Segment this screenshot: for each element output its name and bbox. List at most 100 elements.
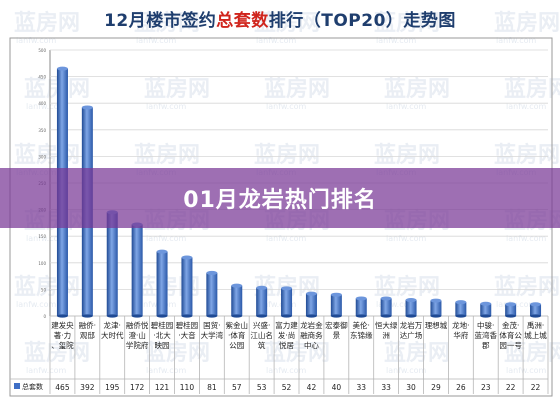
category-label-line: 景 [333, 331, 341, 340]
category-label-line: 碧桂园 [176, 320, 199, 330]
watermark-brand: 蓝房网 [14, 142, 80, 168]
bar-base [56, 314, 68, 318]
bar [455, 302, 467, 316]
category-label: 理想城 [425, 320, 448, 330]
category-label-line: 中心 [304, 340, 319, 350]
bar-cap [330, 292, 342, 297]
watermark-url: lanfw.com [386, 234, 427, 243]
y-tick-label: 0 [43, 314, 46, 319]
watermark-brand: 蓝房网 [504, 340, 560, 366]
category-label: 融侨悦澄·山学院府 [126, 320, 149, 350]
bar [305, 293, 317, 316]
watermark-url: lanfw.com [26, 234, 67, 243]
category-label: 龙津·大时代 [101, 320, 124, 340]
bar-base [156, 314, 168, 318]
bar [530, 304, 542, 316]
watermark-url: lanfw.com [26, 366, 67, 375]
bar [256, 287, 268, 316]
category-label: 金茂·体育公园一号 [499, 320, 522, 350]
watermark-url: lanfw.com [266, 102, 307, 111]
bar [405, 300, 417, 316]
category-label: 碧桂园·大音 [176, 320, 199, 340]
bar-base [380, 314, 392, 318]
bar-cap [206, 270, 218, 275]
data-value-label: 40 [332, 383, 342, 392]
bar-cap [181, 255, 193, 260]
watermark-url: lanfw.com [266, 234, 307, 243]
bar-cap [256, 285, 268, 290]
data-value-label: 52 [282, 383, 292, 392]
y-tick-label: 400 [38, 101, 46, 106]
category-label: 中骏·蓝湾香郡 [475, 320, 498, 350]
watermark-brand: 蓝房网 [264, 76, 330, 102]
bar [480, 303, 492, 316]
watermark-url: lanfw.com [136, 300, 177, 309]
watermark-brand: 蓝房网 [14, 10, 80, 36]
category-label-line: 紫金山 [226, 320, 249, 330]
category-label-line: ·体育 [228, 330, 246, 340]
category-label: 兴盛·江山名筑 [250, 320, 273, 350]
watermark-url: lanfw.com [496, 300, 537, 309]
y-tick-label: 300 [38, 154, 46, 159]
legend-swatch [14, 383, 20, 389]
bar [380, 298, 392, 316]
bar [106, 212, 118, 316]
watermark-url: lanfw.com [506, 366, 547, 375]
watermark-url: lanfw.com [506, 102, 547, 111]
bar-base [131, 314, 143, 318]
category-label-line: 理想城 [425, 320, 448, 330]
category-label-line: 禹洲· [527, 321, 544, 330]
watermark-brand: 蓝房网 [504, 76, 560, 102]
category-label: 恒大绿洲 [375, 320, 398, 340]
data-value-label: 81 [207, 383, 217, 392]
category-label-line: 学院府 [126, 340, 149, 350]
category-label-line: 东锦缘 [350, 330, 373, 340]
category-label-line: 城上城 [524, 331, 547, 340]
category-label-line: 华府 [453, 330, 468, 340]
data-value-label: 33 [381, 383, 391, 392]
bar-cap [231, 283, 243, 288]
watermark-url: lanfw.com [386, 366, 427, 375]
title-prefix: 12月楼市签约 [104, 11, 217, 31]
bar-base [355, 314, 367, 318]
category-label-line: 龙岩金 [300, 320, 323, 330]
category-label-line: 国贸· [203, 320, 220, 330]
category-label-line: ·大音 [178, 330, 196, 340]
category-label-line: 融侨悦 [126, 320, 149, 330]
data-value-label: 392 [80, 383, 95, 392]
bar-cap [81, 105, 93, 110]
data-value-label: 57 [232, 383, 242, 392]
watermark-brand: 蓝房网 [14, 274, 80, 300]
category-label: 美伦·东锦缘 [350, 320, 373, 340]
bar-base [405, 314, 417, 318]
watermark-brand: 蓝房网 [134, 10, 200, 36]
category-label-line: 江山名 [250, 330, 273, 340]
bar [181, 257, 193, 316]
y-tick-label: 150 [38, 234, 46, 239]
bar-base [455, 314, 467, 318]
watermark-url: lanfw.com [496, 36, 537, 45]
bar-cap [305, 291, 317, 296]
category-label: 碧桂园·北大映园 [151, 320, 174, 350]
category-label-line: 园一号 [499, 341, 522, 350]
watermark-brand: 蓝房网 [374, 142, 440, 168]
bar [231, 285, 243, 316]
category-label-line: 澄·山 [128, 330, 145, 340]
category-label-line: 蓝湾香 [475, 330, 498, 340]
category-label-line: 大学湾 [201, 330, 224, 340]
bar-base [256, 314, 268, 318]
bar-cap [455, 300, 467, 305]
bar-cap [480, 301, 492, 306]
data-value-label: 465 [55, 383, 70, 392]
category-label: 龙岩金融商务中心 [300, 320, 323, 350]
bar [206, 272, 218, 316]
category-label-line: 观邸 [80, 331, 95, 340]
category-label-line: 宏泰御 [325, 320, 348, 330]
bar-cap [530, 302, 542, 307]
watermark-brand: 蓝房网 [264, 340, 330, 366]
overlay-caption: 01月龙岩热门排名 [183, 188, 377, 213]
watermark-url: lanfw.com [16, 36, 57, 45]
data-value-label: 110 [180, 383, 195, 392]
watermark-url: lanfw.com [256, 300, 297, 309]
bar-cap [355, 296, 367, 301]
